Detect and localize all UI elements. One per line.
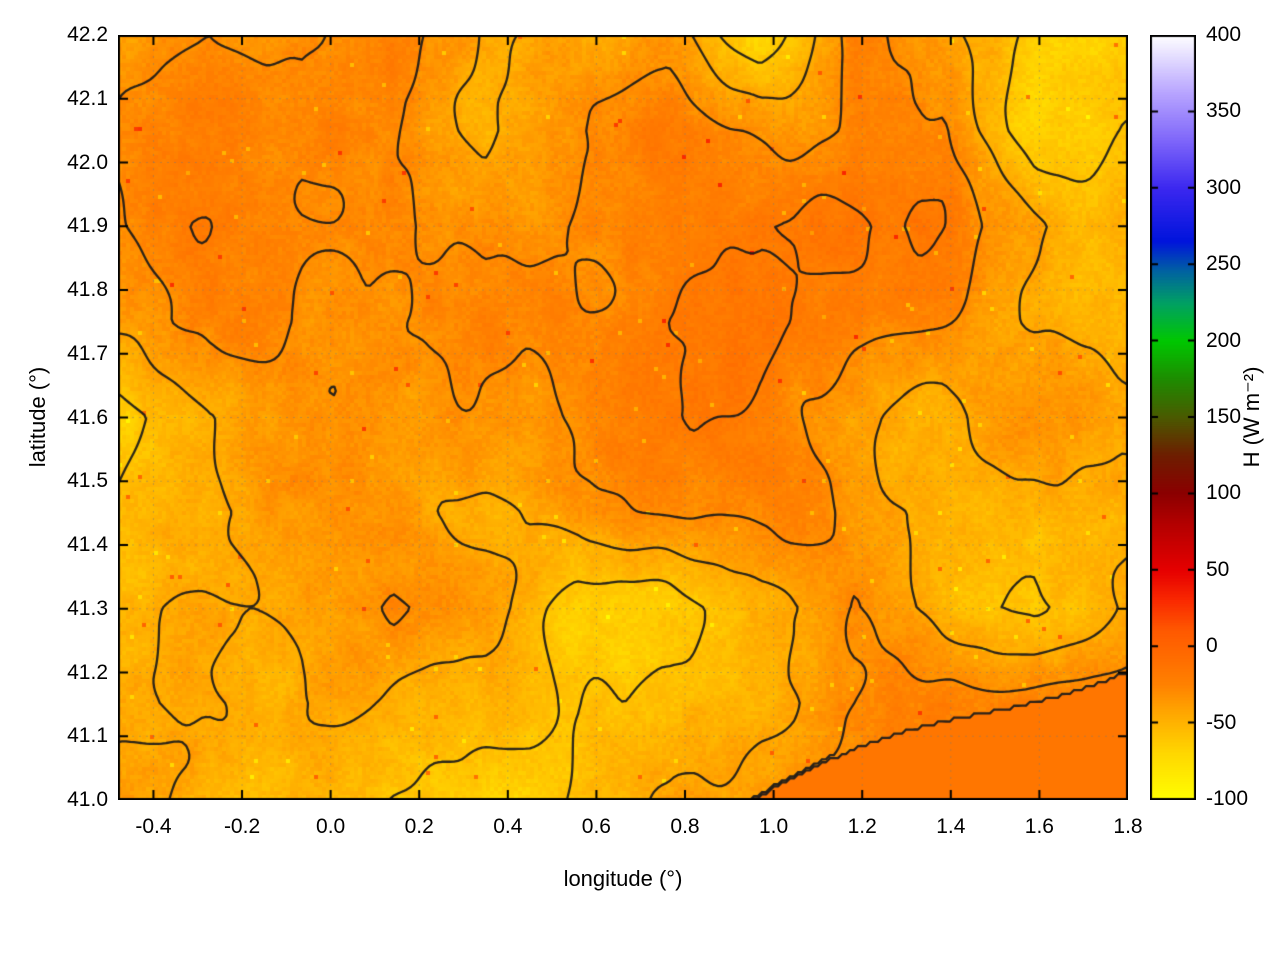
y-tick-label: 41.4 — [67, 533, 108, 556]
y-tick-label: 41.8 — [67, 278, 108, 301]
colorbar-tick-label: 50 — [1206, 557, 1230, 581]
colorbar-tick-label: 250 — [1206, 252, 1242, 276]
colorbar-label: H (W m⁻²) — [1239, 366, 1264, 468]
y-tick-label: 41.1 — [67, 724, 108, 748]
x-axis-label: longitude (°) — [563, 866, 683, 891]
colorbar-tick-label: 100 — [1206, 481, 1242, 505]
y-tick-label: 42.0 — [67, 150, 108, 174]
x-tick-label: 1.0 — [759, 815, 789, 838]
x-tick-label: 1.8 — [1113, 815, 1143, 838]
x-tick-label: 0.0 — [316, 815, 346, 838]
colorbar-canvas — [1150, 35, 1196, 800]
colorbar-tick-label: 300 — [1206, 175, 1242, 199]
x-tick-label: 0.6 — [581, 815, 611, 838]
colorbar-tick-label: 200 — [1206, 328, 1242, 352]
colorbar-tick-label: 150 — [1206, 405, 1242, 428]
y-tick-label: 41.2 — [67, 660, 108, 684]
y-axis-label: latitude (°) — [25, 366, 50, 468]
x-tick-label: 0.2 — [404, 815, 434, 838]
y-tick-label: 41.7 — [67, 341, 108, 365]
colorbar-tick-label: 350 — [1206, 99, 1242, 123]
colorbar-tick-label: -100 — [1206, 787, 1249, 810]
y-tick-label: 41.5 — [67, 469, 108, 493]
colorbar-tick-label: -50 — [1206, 710, 1237, 734]
x-tick-label: 0.8 — [670, 815, 700, 838]
y-tick-label: 42.2 — [67, 23, 108, 46]
x-tick-label: 1.4 — [936, 815, 966, 838]
y-tick-label: 41.9 — [67, 214, 108, 238]
y-tick-label: 42.1 — [67, 86, 108, 110]
y-tick-label: 41.6 — [67, 405, 108, 429]
x-tick-label: 0.4 — [493, 815, 523, 838]
colorbar-tick-label: 400 — [1206, 23, 1242, 46]
y-tick-label: 41.0 — [67, 788, 108, 811]
x-tick-label: 1.6 — [1024, 815, 1054, 838]
x-tick-label: -0.2 — [223, 815, 261, 838]
heatmap-canvas — [118, 35, 1128, 800]
x-tick-label: -0.4 — [135, 815, 172, 838]
y-tick-label: 41.3 — [67, 596, 108, 620]
x-tick-label: 1.2 — [847, 815, 877, 838]
colorbar-tick-label: 0 — [1206, 634, 1218, 658]
